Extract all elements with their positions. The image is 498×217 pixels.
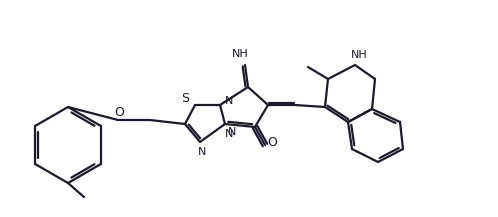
Text: N: N [198,147,206,157]
Text: S: S [181,92,189,105]
Text: O: O [267,136,277,150]
Text: N: N [225,129,233,139]
Text: NH: NH [232,49,249,59]
Text: NH: NH [351,50,368,60]
Text: N: N [228,127,236,137]
Text: N: N [225,96,233,106]
Text: O: O [114,107,124,120]
